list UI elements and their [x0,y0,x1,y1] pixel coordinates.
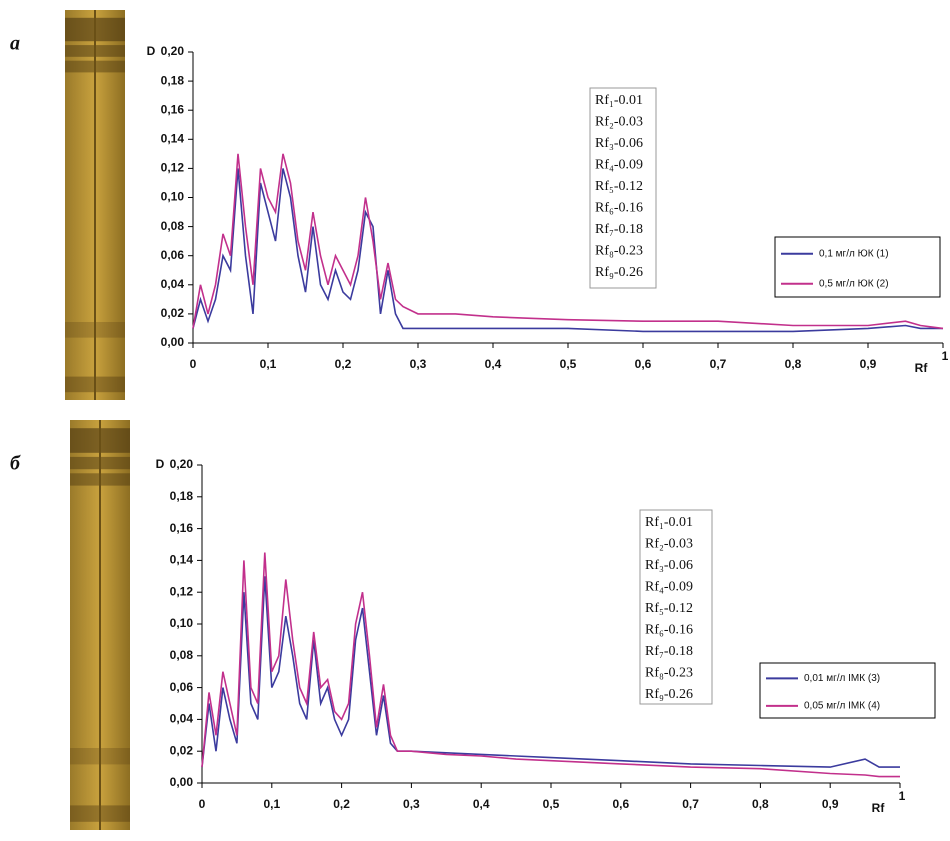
y-tick-label: 0,00 [170,775,194,789]
y-tick-label: 0,02 [170,743,194,757]
legend-label: 0,1 мг/л ЮК (1) [819,248,889,259]
y-tick-label: 0,12 [170,584,194,598]
y-tick-label: 0,06 [161,248,185,262]
y-tick-label: 0,10 [161,190,185,204]
y-tick-label: 0,02 [161,306,185,320]
annotation: Rf₁-0.01 [645,515,693,530]
x-tick-label: 0 [190,357,197,371]
x-tick-label: 1 [942,349,949,363]
legend-label: 0,01 мг/л ІМК (3) [804,673,880,684]
annotation: Rf₄-0.09 [595,158,643,173]
x-tick-label: 0,3 [410,357,427,371]
x-tick-label: 0,7 [710,357,727,371]
y-tick-label: 0,16 [170,521,194,535]
annotation: Rf₈-0.23 [645,666,693,681]
x-tick-label: 0,5 [560,357,577,371]
x-tick-label: 0,2 [333,797,350,811]
y-tick-label: 0,10 [170,616,194,630]
annotation: Rf₂-0.03 [645,537,693,552]
x-axis-label: Rf [872,801,886,815]
panel-label: б [10,453,21,475]
y-tick-label: 0,04 [170,712,194,726]
x-tick-label: 0,2 [335,357,352,371]
x-tick-label: 0,9 [822,797,839,811]
x-tick-label: 0 [199,797,206,811]
x-tick-label: 0,6 [612,797,629,811]
y-tick-label: 0,12 [161,161,185,175]
y-tick-label: 0,08 [170,648,194,662]
y-tick-label: 0,20 [170,457,194,471]
y-tick-label: 0,06 [170,680,194,694]
annotation: Rf₆-0.16 [645,623,693,638]
annotation: Rf₁-0.01 [595,93,643,108]
y-tick-label: 0,08 [161,219,185,233]
x-tick-label: 0,4 [473,797,490,811]
annotation: Rf₉-0.26 [595,265,643,280]
x-tick-label: 0,9 [860,357,877,371]
panel-label: а [10,33,20,55]
figure: а0,000,020,040,060,080,100,120,140,160,1… [0,0,950,836]
y-axis-label: D [156,457,165,471]
legend-label: 0,5 мг/л ЮК (2) [819,278,889,289]
y-axis-label: D [147,44,156,58]
x-tick-label: 0,8 [752,797,769,811]
y-tick-label: 0,18 [170,489,194,503]
annotation: Rf₈-0.23 [595,244,643,259]
y-tick-label: 0,04 [161,277,185,291]
annotation: Rf₇-0.18 [645,644,693,659]
y-tick-label: 0,18 [161,73,185,87]
legend-label: 0,05 мг/л ІМК (4) [804,701,880,712]
annotation: Rf₃-0.06 [595,136,643,151]
x-tick-label: 0,5 [543,797,560,811]
annotation: Rf₇-0.18 [595,222,643,237]
annotation: Rf₂-0.03 [595,115,643,130]
annotation: Rf₅-0.12 [595,179,643,194]
y-tick-label: 0,16 [161,102,185,116]
annotation: Rf₄-0.09 [645,580,693,595]
x-tick-label: 1 [899,789,906,803]
y-tick-label: 0,14 [161,131,185,145]
x-tick-label: 0,8 [785,357,802,371]
x-tick-label: 0,1 [260,357,277,371]
annotation: Rf₉-0.26 [645,687,693,702]
x-tick-label: 0,4 [485,357,502,371]
x-axis-label: Rf [915,361,929,375]
x-tick-label: 0,7 [682,797,699,811]
annotation: Rf₆-0.16 [595,201,643,216]
y-tick-label: 0,20 [161,44,185,58]
y-tick-label: 0,14 [170,553,194,567]
x-tick-label: 0,1 [263,797,280,811]
x-tick-label: 0,3 [403,797,420,811]
annotation: Rf₅-0.12 [645,601,693,616]
annotation: Rf₃-0.06 [645,558,693,573]
y-tick-label: 0,00 [161,335,185,349]
x-tick-label: 0,6 [635,357,652,371]
